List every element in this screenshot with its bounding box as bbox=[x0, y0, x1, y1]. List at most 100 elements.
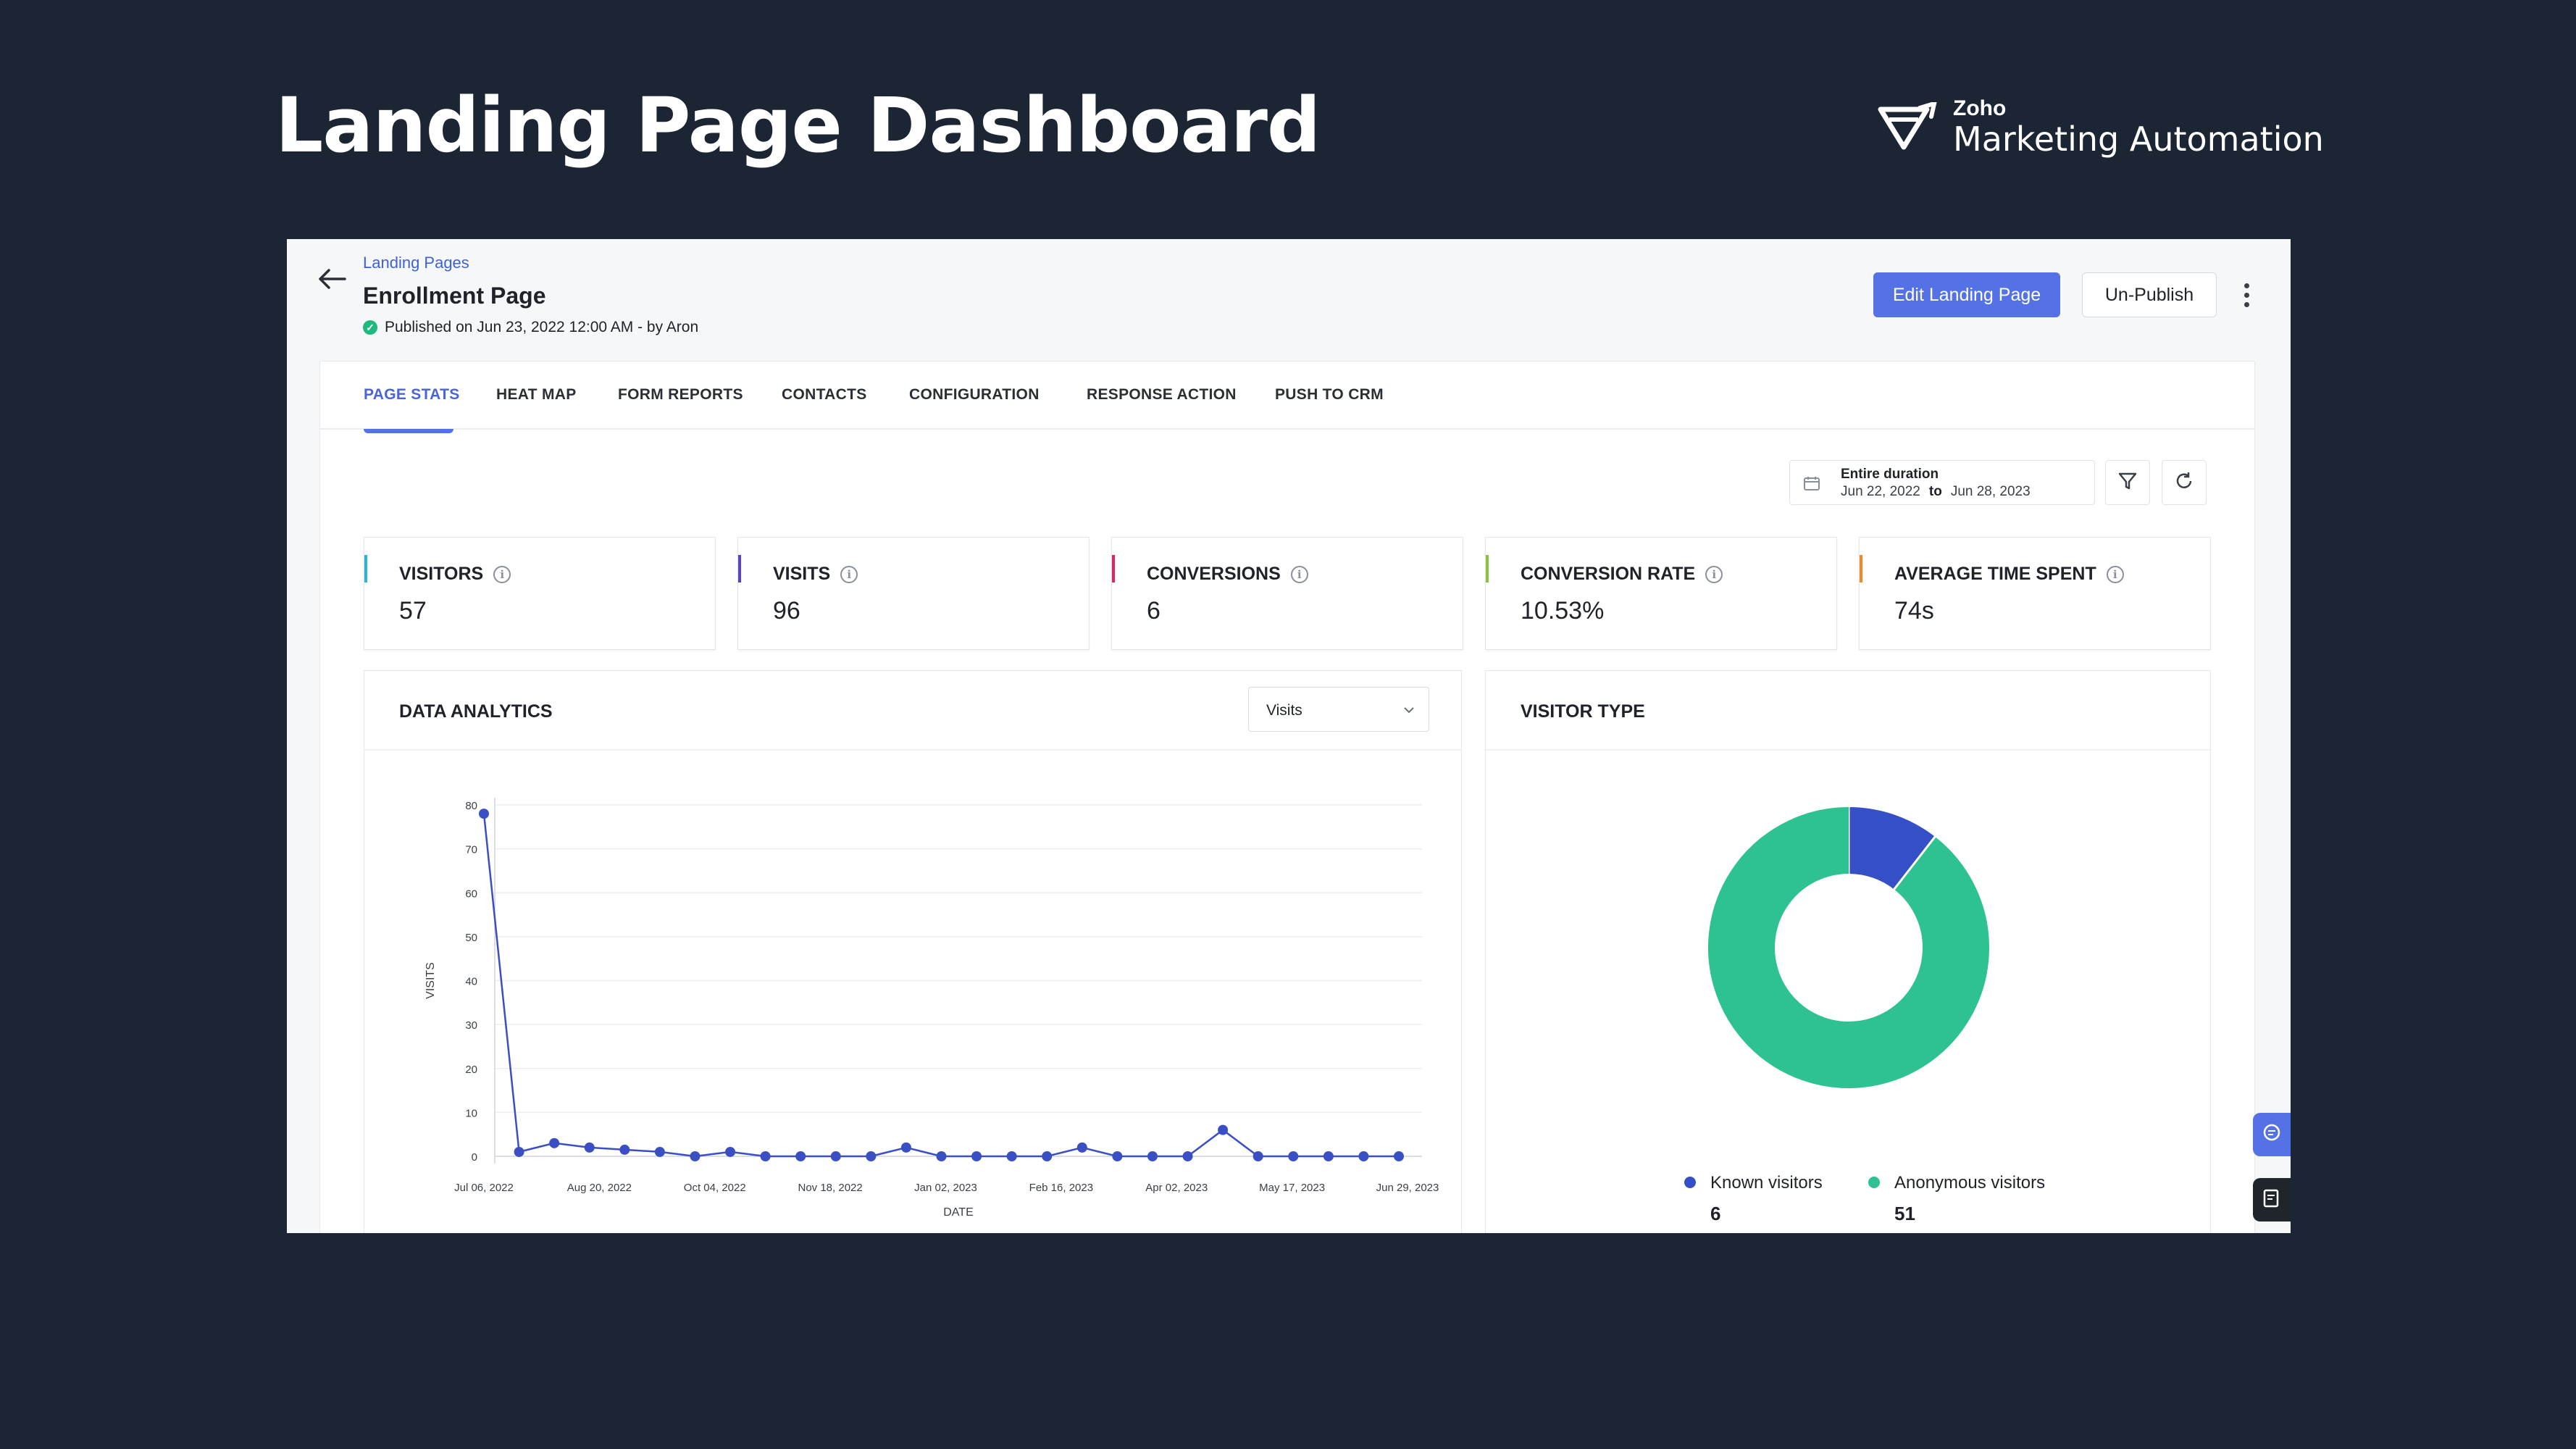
unpublish-button[interactable]: Un-Publish bbox=[2082, 272, 2217, 317]
hero-title: Landing Page Dashboard bbox=[275, 81, 1321, 170]
data-point bbox=[1288, 1151, 1299, 1161]
stat-card-visits: VISITS i 96 bbox=[737, 537, 1090, 650]
stat-label: CONVERSION RATE bbox=[1521, 564, 1696, 584]
page-title: Enrollment Page bbox=[363, 283, 546, 309]
stat-accent bbox=[738, 555, 741, 582]
date-to-word: to bbox=[1928, 484, 1942, 499]
stat-card-average-time: AVERAGE TIME SPENT i 74s bbox=[1859, 537, 2211, 650]
edit-landing-page-button[interactable]: Edit Landing Page bbox=[1873, 272, 2060, 317]
stat-accent bbox=[1860, 555, 1862, 582]
data-point bbox=[795, 1151, 806, 1161]
x-tick-label: Feb 16, 2023 bbox=[1029, 1182, 1093, 1194]
info-icon[interactable]: i bbox=[840, 565, 858, 583]
data-point bbox=[971, 1151, 982, 1161]
y-tick-label: 60 bbox=[465, 888, 477, 900]
brand-lockup: Zoho Marketing Automation bbox=[1876, 98, 2324, 159]
stat-label: AVERAGE TIME SPENT bbox=[1894, 564, 2096, 584]
data-point bbox=[1147, 1151, 1158, 1161]
data-point bbox=[619, 1144, 630, 1155]
y-tick-label: 50 bbox=[465, 932, 477, 944]
kebab-icon[interactable] bbox=[2236, 277, 2257, 313]
date-to: Jun 28, 2023 bbox=[1950, 484, 2031, 499]
stat-accent bbox=[1112, 555, 1115, 582]
stat-card-conversions: CONVERSIONS i 6 bbox=[1111, 537, 1463, 650]
panel-title: DATA ANALYTICS bbox=[399, 701, 553, 722]
back-arrow-icon[interactable] bbox=[316, 262, 349, 296]
tab-response-action[interactable]: RESPONSE ACTION bbox=[1087, 386, 1237, 403]
y-tick-label: 10 bbox=[465, 1107, 477, 1119]
data-point bbox=[936, 1151, 947, 1161]
data-point bbox=[479, 809, 489, 819]
x-tick-label: May 17, 2023 bbox=[1259, 1182, 1325, 1194]
tab-heat-map[interactable]: HEAT MAP bbox=[496, 386, 577, 403]
data-point bbox=[584, 1142, 595, 1153]
stat-label: VISITORS bbox=[399, 564, 484, 584]
data-point bbox=[1006, 1151, 1017, 1161]
x-tick-label: Jul 06, 2022 bbox=[454, 1182, 514, 1194]
stat-value: 96 bbox=[773, 597, 800, 625]
x-tick-label: Jan 02, 2023 bbox=[914, 1182, 977, 1194]
chat-icon bbox=[2261, 1122, 2283, 1148]
info-icon[interactable]: i bbox=[2106, 565, 2124, 583]
data-point bbox=[1323, 1151, 1334, 1161]
data-analytics-panel: DATA ANALYTICS Visits 0 10 20 30 40 50 60 70 80 J… bbox=[364, 670, 1462, 1233]
data-point bbox=[1076, 1142, 1087, 1153]
y-axis-label: VISITS bbox=[425, 962, 437, 999]
info-icon[interactable]: i bbox=[493, 565, 511, 583]
stat-accent bbox=[364, 555, 367, 582]
refresh-icon bbox=[2173, 470, 2195, 496]
date-from: Jun 22, 2022 bbox=[1841, 484, 1920, 499]
tab-push-to-crm[interactable]: PUSH TO CRM bbox=[1275, 386, 1384, 403]
y-tick-label: 70 bbox=[465, 844, 477, 856]
data-point bbox=[1182, 1151, 1193, 1161]
brand-small: Zoho bbox=[1953, 96, 2007, 120]
x-tick-label: Jun 29, 2023 bbox=[1376, 1182, 1439, 1194]
series-line bbox=[482, 813, 1399, 1158]
content-panel: PAGE STATS HEAT MAP FORM REPORTS CONTACT… bbox=[319, 361, 2255, 1233]
info-icon[interactable]: i bbox=[1705, 565, 1723, 583]
visitor-type-panel: VISITOR TYPE Known visitors 6 Anonymous vi… bbox=[1485, 670, 2211, 1233]
data-point bbox=[760, 1151, 771, 1161]
stat-card-conversion-rate: CONVERSION RATE i 10.53% bbox=[1485, 537, 1837, 650]
metric-select-value: Visits bbox=[1266, 702, 1302, 719]
y-tick-label: 30 bbox=[465, 1019, 477, 1032]
stat-value: 57 bbox=[399, 597, 427, 625]
data-point bbox=[690, 1151, 701, 1161]
x-tick-label: Apr 02, 2023 bbox=[1145, 1182, 1208, 1194]
date-range-picker[interactable]: Entire duration Jun 22, 2022 to Jun 28, … bbox=[1789, 460, 2095, 505]
check-icon: ✓ bbox=[363, 320, 377, 335]
calendar-icon bbox=[1803, 475, 1820, 495]
y-tick-label: 40 bbox=[465, 976, 477, 988]
tab-page-stats[interactable]: PAGE STATS bbox=[364, 386, 460, 403]
stat-value: 10.53% bbox=[1521, 597, 1605, 625]
app-window: Landing Pages Enrollment Page ✓ Publishe… bbox=[287, 239, 2291, 1233]
y-tick-label: 20 bbox=[465, 1064, 477, 1076]
notes-button[interactable] bbox=[2253, 1178, 2291, 1222]
panel-header: DATA ANALYTICS Visits bbox=[364, 671, 1461, 751]
legend-label: Anonymous visitors bbox=[1894, 1173, 2045, 1193]
data-point bbox=[725, 1146, 736, 1157]
legend-label: Known visitors bbox=[1710, 1173, 1823, 1193]
stat-value: 74s bbox=[1894, 597, 1934, 625]
y-tick-label: 0 bbox=[472, 1151, 477, 1164]
filter-button[interactable] bbox=[2105, 460, 2150, 505]
x-tick-label: Aug 20, 2022 bbox=[567, 1182, 632, 1194]
refresh-button[interactable] bbox=[2162, 460, 2207, 505]
breadcrumb[interactable]: Landing Pages bbox=[363, 254, 469, 272]
active-tab-indicator bbox=[364, 429, 453, 433]
donut-chart: Known visitors 6 Anonymous visitors 51 bbox=[1684, 807, 2045, 1224]
info-icon[interactable]: i bbox=[1290, 565, 1308, 583]
data-point bbox=[1394, 1151, 1404, 1161]
metric-select[interactable]: Visits bbox=[1248, 687, 1429, 732]
stat-accent bbox=[1486, 555, 1489, 582]
chat-button[interactable] bbox=[2253, 1113, 2291, 1156]
legend-value: 51 bbox=[1894, 1203, 1915, 1224]
tab-contacts[interactable]: CONTACTS bbox=[782, 386, 867, 403]
date-range-title: Entire duration bbox=[1841, 467, 1939, 482]
tab-bar: PAGE STATS HEAT MAP FORM REPORTS CONTACT… bbox=[320, 362, 2254, 433]
tab-configuration[interactable]: CONFIGURATION bbox=[909, 386, 1040, 403]
stat-card-visitors: VISITORS i 57 bbox=[364, 537, 716, 650]
stat-label: CONVERSIONS bbox=[1147, 564, 1281, 584]
tab-form-reports[interactable]: FORM REPORTS bbox=[618, 386, 743, 403]
data-point bbox=[1358, 1151, 1369, 1161]
